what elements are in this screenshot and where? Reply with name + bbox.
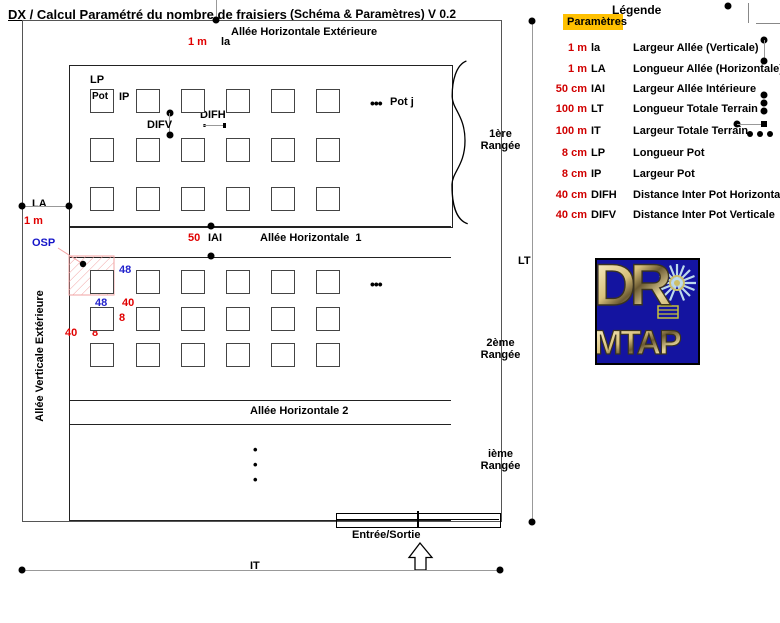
svg-text:MTAP: MTAP — [597, 324, 681, 362]
svg-text:DR: DR — [597, 260, 671, 318]
